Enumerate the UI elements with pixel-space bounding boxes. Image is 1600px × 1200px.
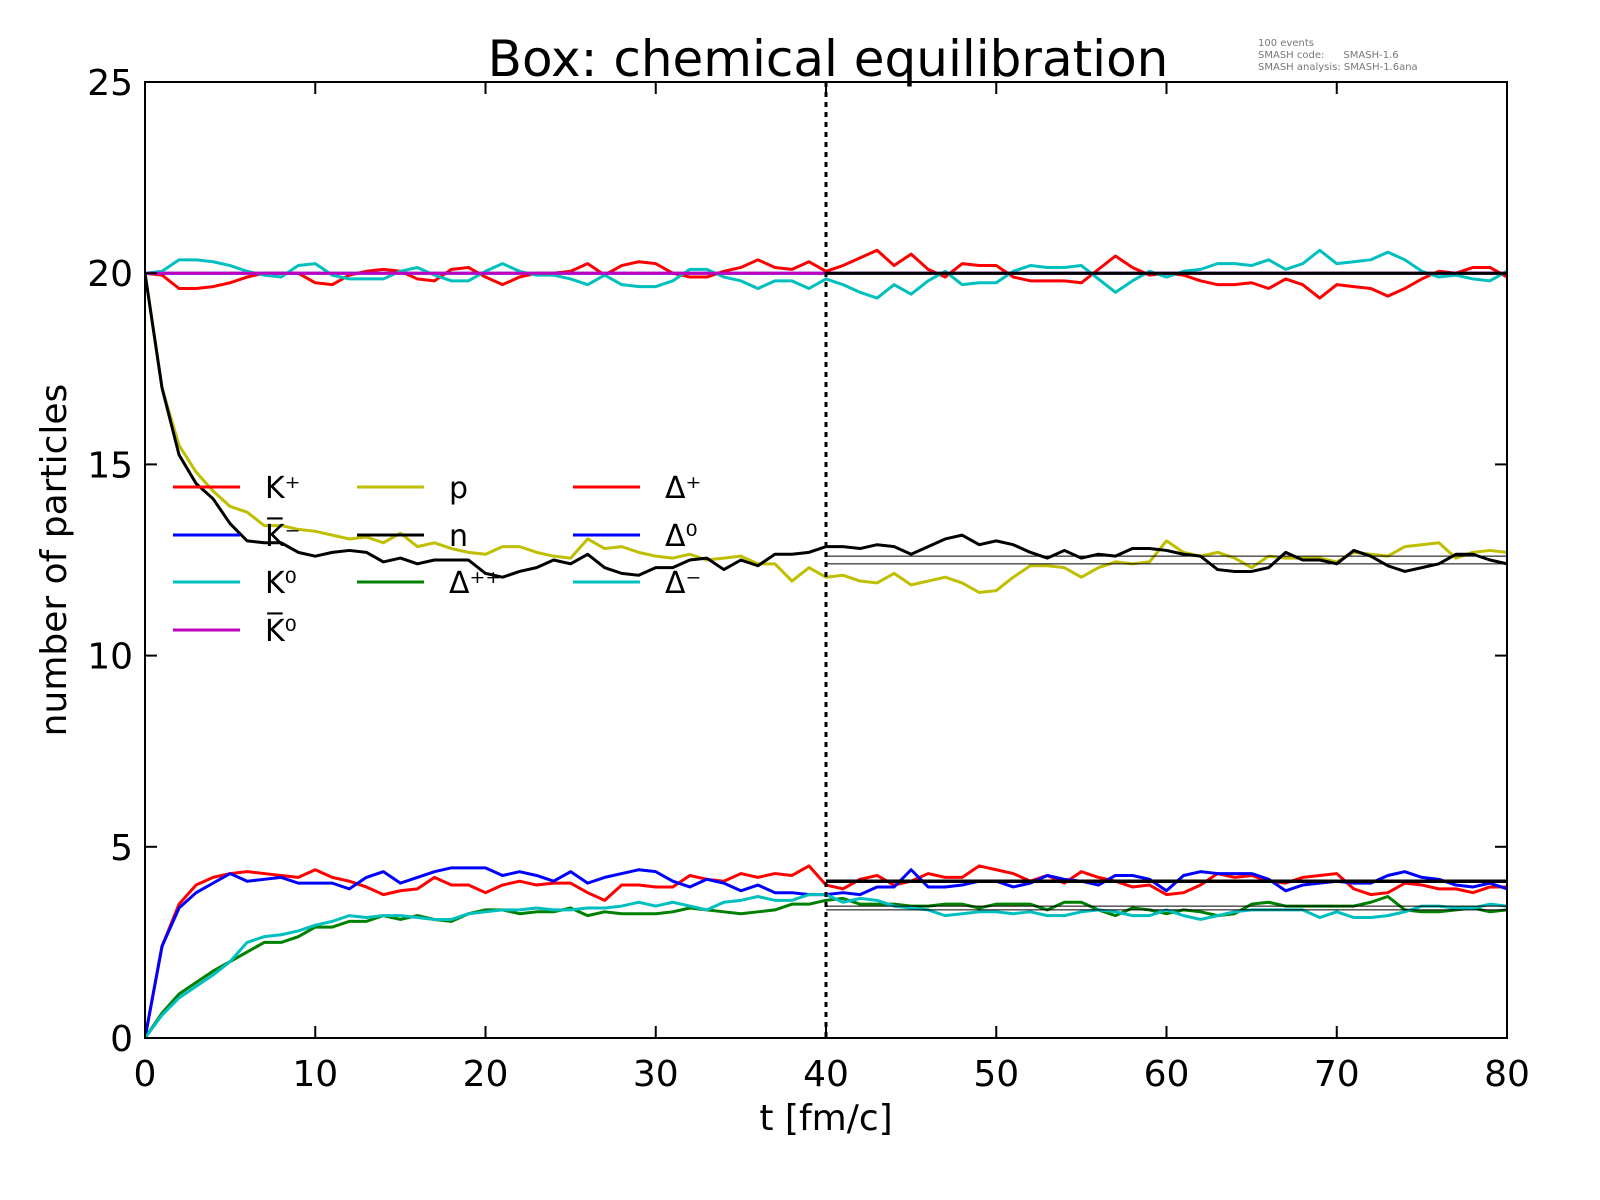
legend-label: Δ⁻ <box>665 566 701 601</box>
legend-item: K⁺ <box>173 471 301 506</box>
legend-label: Δ⁰ <box>665 519 698 554</box>
annotation: 100 events SMASH code: SMASH-1.6 SMASH a… <box>1258 38 1418 73</box>
x-tick-label: 60 <box>1144 1054 1190 1095</box>
legend-item: n <box>357 519 468 554</box>
legend-item: K̅⁻ <box>173 517 301 554</box>
y-tick-label: 15 <box>87 445 133 486</box>
legend-label: K̅⁻ <box>265 517 301 554</box>
reference-lines <box>826 271 1507 911</box>
x-axis-label: t [fm/c] <box>759 1098 892 1139</box>
legend-item: Δ⁺ <box>573 471 701 506</box>
legend: K⁺ K̅⁻ K⁰ K̅⁰ pn Δ⁺⁺ Δ⁺ Δ⁰ Δ⁻ <box>173 471 701 649</box>
x-tick-label: 0 <box>134 1054 157 1095</box>
legend-label: K̅⁰ <box>265 612 297 649</box>
x-tick-label: 20 <box>463 1054 509 1095</box>
legend-item: K̅⁰ <box>173 612 297 649</box>
legend-label: Δ⁺ <box>665 471 701 506</box>
legend-item: p <box>357 471 468 506</box>
x-tick-label: 50 <box>973 1054 1019 1095</box>
series-line-0 <box>145 248 1507 300</box>
legend-label: K⁺ <box>265 471 301 506</box>
y-tick-label: 25 <box>87 63 133 104</box>
legend-item: Δ⁰ <box>573 519 698 554</box>
axis-ticks: 0 10 20 30 40 50 60 70 80 0 5 10 15 20 25 <box>87 63 1530 1095</box>
legend-item: Δ⁺⁺ <box>357 566 501 601</box>
legend-label: Δ⁺⁺ <box>449 566 501 601</box>
x-tick-label: 70 <box>1314 1054 1360 1095</box>
series-line-6 <box>145 895 1507 1038</box>
x-tick-label: 10 <box>292 1054 338 1095</box>
chart-title: Box: chemical equilibration <box>488 30 1169 88</box>
y-tick-label: 5 <box>110 828 133 869</box>
annotation-events: 100 events <box>1258 38 1314 49</box>
x-tick-label: 30 <box>633 1054 679 1095</box>
x-tick-label: 40 <box>803 1054 849 1095</box>
legend-label: p <box>449 471 468 506</box>
legend-label: n <box>449 519 468 554</box>
legend-item: Δ⁻ <box>573 566 701 601</box>
y-axis-label: number of particles <box>34 384 75 737</box>
y-tick-label: 20 <box>87 254 133 295</box>
legend-item: K⁰ <box>173 566 297 601</box>
y-tick-label: 0 <box>110 1019 133 1060</box>
annotation-analysis: SMASH analysis: SMASH-1.6ana <box>1258 62 1418 73</box>
legend-label: K⁰ <box>265 566 297 601</box>
x-tick-label: 80 <box>1484 1054 1530 1095</box>
series-line-2 <box>145 248 1507 300</box>
annotation-code: SMASH code: SMASH-1.6 <box>1258 50 1399 61</box>
y-tick-label: 10 <box>87 637 133 678</box>
